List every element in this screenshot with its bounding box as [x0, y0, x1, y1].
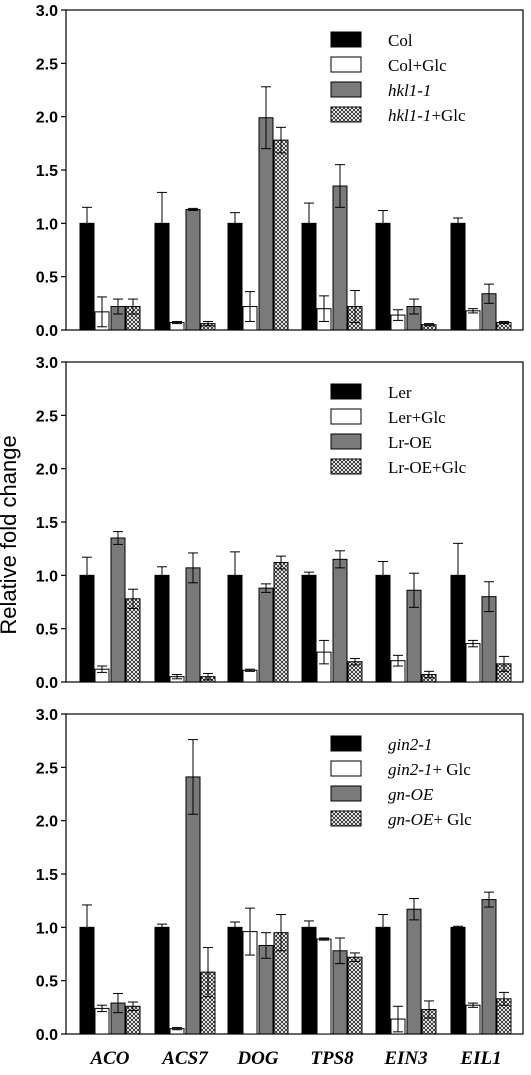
x-category-label: ACO: [89, 1048, 129, 1069]
legend: Col Col+Glc hkl1-1 hkl1-1+Glc: [330, 31, 466, 125]
bar: [332, 558, 348, 683]
legend-label: gin2-1+ Glc: [388, 760, 471, 779]
legend-swatch: [330, 810, 362, 827]
bar: [375, 926, 391, 1035]
y-tick-label: 1.0: [36, 216, 58, 233]
y-tick-label: 1.5: [36, 515, 58, 532]
y-tick-label: 0.0: [36, 323, 58, 340]
panel-2: 0.0 0.5 1.0 1.5 2.0 2.5 3.0 Ler Ler+Glc Lr-OE Lr-O…: [36, 355, 524, 692]
legend-swatch: [330, 735, 362, 752]
y-tick-label: 2.0: [36, 814, 58, 831]
y-tick-label: 1.5: [36, 867, 58, 884]
bar: [465, 643, 481, 683]
bar: [450, 222, 466, 331]
legend-label: Lr-OE: [388, 433, 432, 452]
legend-label: Ler+Glc: [388, 408, 446, 427]
bar: [375, 222, 391, 331]
y-tick-label: 0.5: [36, 270, 58, 287]
bar: [94, 1007, 110, 1035]
y-tick-label: 2.0: [36, 110, 58, 127]
bar: [242, 669, 258, 683]
bar: [301, 926, 317, 1035]
legend-swatch: [330, 56, 362, 73]
x-category-label: ACS7: [161, 1048, 209, 1069]
legend-label: gn-OE+ Glc: [388, 810, 472, 829]
y-tick-label: 0.0: [36, 1027, 58, 1044]
y-tick-label: 1.5: [36, 163, 58, 180]
y-tick-label: 3.0: [36, 3, 58, 20]
legend-swatch: [330, 31, 362, 48]
legend-swatch: [330, 433, 362, 450]
bar: [301, 574, 317, 683]
bar: [154, 926, 170, 1035]
legend-swatch: [330, 760, 362, 777]
y-tick-label: 2.5: [36, 760, 58, 777]
bar: [185, 567, 201, 683]
bar: [465, 1004, 481, 1035]
y-tick-label: 2.5: [36, 56, 58, 73]
legend: Ler Ler+Glc Lr-OE Lr-OE+Glc: [330, 383, 467, 477]
bar: [110, 537, 126, 683]
bar: [185, 208, 201, 331]
x-category-label: EIN3: [383, 1048, 427, 1069]
legend-swatch: [330, 458, 362, 475]
bar: [125, 598, 141, 683]
bar: [347, 956, 363, 1035]
legend: gin2-1 gin2-1+ Glc gn-OE gn-OE+ Glc: [330, 735, 472, 829]
bar: [450, 926, 466, 1035]
legend-label: Col: [388, 31, 413, 50]
bar: [481, 899, 497, 1035]
y-tick-label: 3.0: [36, 707, 58, 724]
bar: [258, 587, 274, 683]
bar: [154, 574, 170, 683]
y-tick-label: 0.0: [36, 675, 58, 692]
legend-label: gn-OE: [388, 785, 434, 804]
bar: [273, 139, 289, 331]
x-category-label: DOG: [236, 1048, 278, 1069]
legend-label: Ler: [388, 383, 412, 402]
y-tick-label: 0.5: [36, 622, 58, 639]
y-axis-label: Relative fold change: [0, 435, 21, 634]
bar: [227, 222, 243, 331]
bar: [185, 776, 201, 1035]
bar: [375, 574, 391, 683]
panel-3: 0.0 0.5 1.0 1.5 2.0 2.5 3.0 gin2-1 gin2-1+ Glc gn…: [36, 707, 524, 1044]
bar: [406, 908, 422, 1035]
y-tick-label: 1.0: [36, 568, 58, 585]
y-tick-label: 3.0: [36, 355, 58, 372]
x-category-label: EIL1: [459, 1048, 501, 1069]
chart-panels: 0.0 0.5 1.0 1.5 2.0 2.5 3.0 Col Col+Glc hkl1-1 hkl…: [36, 3, 524, 1044]
bar: [465, 310, 481, 331]
legend-swatch: [330, 106, 362, 123]
bar: [316, 938, 332, 1035]
x-category-label: TPS8: [310, 1048, 354, 1069]
y-tick-label: 1.0: [36, 920, 58, 937]
bar: [273, 562, 289, 683]
bar: [258, 117, 274, 331]
y-tick-label: 0.5: [36, 974, 58, 991]
legend-swatch: [330, 383, 362, 400]
legend-swatch: [330, 408, 362, 425]
legend-label: hkl1-1+Glc: [388, 106, 466, 125]
legend-label: Col+Glc: [388, 56, 447, 75]
x-category-labels: ACO ACS7 DOG TPS8 EIN3 EIL1: [89, 1048, 501, 1069]
y-tick-label: 2.5: [36, 408, 58, 425]
legend-label: gin2-1: [388, 735, 432, 754]
bar: [227, 926, 243, 1035]
legend-swatch: [330, 785, 362, 802]
legend-label: hkl1-1: [388, 81, 431, 100]
y-tick-label: 2.0: [36, 462, 58, 479]
legend-swatch: [330, 81, 362, 98]
panel-1: 0.0 0.5 1.0 1.5 2.0 2.5 3.0 Col Col+Glc hkl1-1 hkl…: [36, 3, 524, 340]
legend-label: Lr-OE+Glc: [388, 458, 467, 477]
